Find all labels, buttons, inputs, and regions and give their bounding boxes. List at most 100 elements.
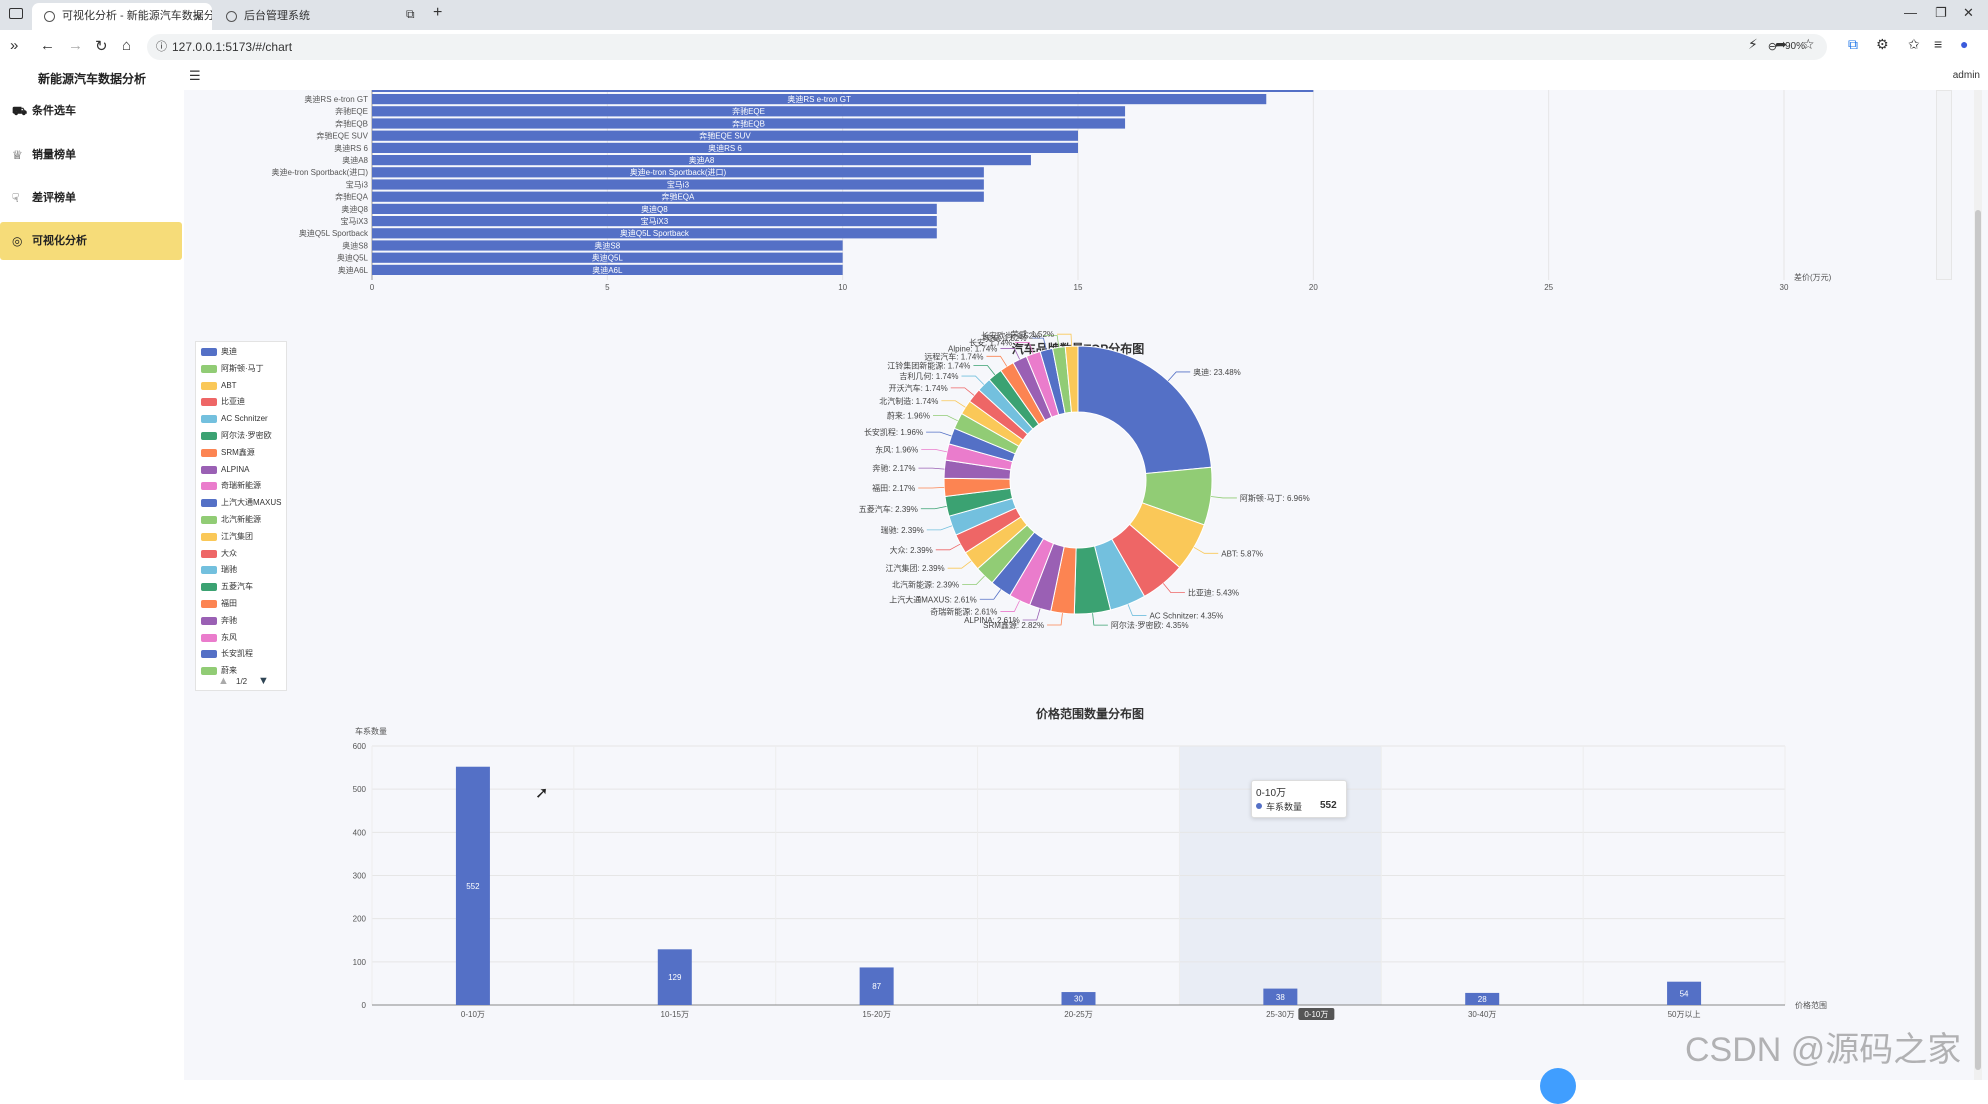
translate-icon[interactable]: ⧉ xyxy=(1848,36,1858,52)
slice-label: AC Schnitzer: 4.35% xyxy=(1149,611,1223,620)
label-line xyxy=(961,375,985,385)
legend-item[interactable]: 北汽新能源 xyxy=(201,514,261,526)
home-icon[interactable]: ⌂ xyxy=(122,37,132,54)
bar-label: 宝马i3 xyxy=(667,179,690,189)
sidebar-item-car-filter[interactable]: ⛟ 条件选车 xyxy=(0,92,182,130)
legend-item[interactable]: 长安凯程 xyxy=(201,648,253,660)
menu-icon[interactable]: ≡ xyxy=(1934,36,1943,52)
extensions-icon[interactable]: ⚙ xyxy=(1876,36,1889,52)
tick-label: 5 xyxy=(605,283,610,292)
favorite-icon[interactable]: ☆ xyxy=(1802,36,1815,52)
legend-item[interactable]: 奥迪 xyxy=(201,346,237,358)
bar-value-label: 28 xyxy=(1478,995,1487,1004)
legend-item[interactable]: SRM鑫源 xyxy=(201,447,255,459)
legend-item[interactable]: 比亚迪 xyxy=(201,396,245,408)
bar-value-label: 38 xyxy=(1276,993,1285,1002)
scrollbar-thumb[interactable] xyxy=(1975,210,1981,1070)
restore-icon[interactable]: ❐ xyxy=(1935,5,1947,20)
legend-item[interactable]: 阿斯顿·马丁 xyxy=(201,363,264,375)
legend-item[interactable]: AC Schnitzer xyxy=(201,413,268,425)
category-label: 10-15万 xyxy=(661,1010,689,1019)
tick-label: 10 xyxy=(838,283,847,292)
url-field[interactable]: ⓘ 127.0.0.1:5173/#/chart ⊖ 90% xyxy=(147,34,1827,60)
bar xyxy=(372,94,1267,105)
bar-label: 奥迪RS e-tron GT xyxy=(787,94,851,104)
globe-icon xyxy=(44,11,55,22)
menu-collapse-icon[interactable]: ☰ xyxy=(189,68,201,83)
slice-label: 福田: 2.17% xyxy=(872,484,915,493)
favorites-icon[interactable]: ✩ xyxy=(1908,36,1920,52)
bar-label: 奥迪RS 6 xyxy=(708,143,742,153)
legend-item[interactable]: 五菱汽车 xyxy=(201,581,253,593)
legend-swatch xyxy=(201,364,217,373)
bar xyxy=(657,949,692,1005)
bar xyxy=(372,155,1031,166)
bar-label: 奔驰EQB xyxy=(732,118,765,128)
browser-tab-bar: 可视化分析 - 新能源汽车数据分 × 后台管理系统 ⧉ + — ❐ ✕ xyxy=(0,0,1988,30)
legend-item[interactable]: 奇瑞新能源 xyxy=(201,480,261,492)
new-tab-button[interactable]: + xyxy=(433,4,443,21)
tab-chart[interactable]: 可视化分析 - 新能源汽车数据分 × xyxy=(32,3,212,30)
legend-swatch xyxy=(201,650,217,659)
label-line xyxy=(1127,604,1147,616)
user-name[interactable]: admin xyxy=(1952,70,1980,81)
bar-label: 奥迪Q5L Sportback xyxy=(620,228,690,238)
mini-scrollbar[interactable] xyxy=(1936,90,1952,280)
legend-item[interactable]: 福田 xyxy=(201,598,237,610)
share-icon[interactable]: ➦ xyxy=(1775,36,1787,52)
legend-label: 大众 xyxy=(221,548,237,558)
bar xyxy=(1667,981,1702,1005)
legend-swatch xyxy=(201,532,217,541)
legend-prev-icon[interactable]: ▲ xyxy=(218,675,229,687)
slice-label: 江铃集团新能源: 1.74% xyxy=(887,360,970,370)
legend-next-icon[interactable]: ▼ xyxy=(258,675,269,687)
slice-label: 埃安: 1.52% xyxy=(983,333,1026,343)
category-label: 奔驰EQA xyxy=(335,192,369,202)
slice-label: 阿尔法·罗密欧: 4.35% xyxy=(1111,620,1189,630)
slice-label: 远程汽车: 1.74% xyxy=(924,351,983,361)
legend-item[interactable]: 上汽大通MAXUS xyxy=(201,497,281,509)
legend-item[interactable]: 阿尔法·罗密欧 xyxy=(201,430,272,442)
legend-item[interactable]: 大众 xyxy=(201,548,237,560)
back-icon[interactable]: ← xyxy=(40,37,55,54)
expand-icon[interactable]: » xyxy=(10,37,19,54)
legend-item[interactable]: 东风 xyxy=(201,632,237,644)
car-icon: ⛟ xyxy=(12,104,28,118)
pie-legend[interactable]: 奥迪阿斯顿·马丁 ABT 比亚迪 AC Schnitzer 阿尔法·罗密欧 SRM鑫源 AL… xyxy=(195,341,287,691)
bar-label: 奥迪S8 xyxy=(594,240,620,250)
tick-label: 0 xyxy=(370,283,375,292)
sidebar-item-bad-reviews[interactable]: ☟ 差评榜单 xyxy=(0,179,182,217)
forward-icon[interactable]: → xyxy=(68,37,83,54)
legend-label: 蔚来 xyxy=(221,666,237,676)
category-label: 50万以上 xyxy=(1668,1010,1701,1019)
profile-icon[interactable]: ● xyxy=(1960,36,1969,52)
zoom-icon[interactable]: ⊖ xyxy=(1767,41,1777,53)
slice-label: 奔驰: 2.17% xyxy=(872,463,915,473)
legend-swatch xyxy=(201,667,217,676)
label-line xyxy=(918,467,945,470)
legend-item[interactable]: ALPINA xyxy=(201,464,249,476)
sidebar-item-sales-ranking[interactable]: ♕ 销量榜单 xyxy=(0,136,182,174)
sidebar-toggle-icon[interactable] xyxy=(9,8,23,19)
legend-item[interactable]: 江汽集团 xyxy=(201,531,253,543)
sidebar-item-visual-analysis[interactable]: ◎ 可视化分析 xyxy=(0,222,182,260)
tab-title: 后台管理系统 xyxy=(244,10,310,22)
floating-action-button[interactable] xyxy=(1540,1068,1576,1104)
bar xyxy=(372,228,937,239)
tab-actions-icon[interactable]: ⧉ xyxy=(406,7,415,21)
category-label: 宝马iX3 xyxy=(340,216,368,226)
legend-item[interactable]: 瑞驰 xyxy=(201,564,237,576)
minimize-icon[interactable]: — xyxy=(1904,5,1917,20)
legend-item[interactable]: 蔚来 xyxy=(201,665,237,677)
tab-admin[interactable]: 后台管理系统 xyxy=(214,3,394,30)
header-bar: ☰ admin xyxy=(184,64,1988,90)
performance-icon[interactable]: ⚡ xyxy=(1748,36,1758,52)
label-line xyxy=(1193,546,1219,554)
reload-icon[interactable]: ↻ xyxy=(95,38,108,55)
legend-item[interactable]: ABT xyxy=(201,380,237,392)
legend-page: 1/2 xyxy=(236,677,248,686)
category-label: 25-30万 xyxy=(1266,1010,1294,1019)
legend-item[interactable]: 奔驰 xyxy=(201,615,237,627)
close-tab-icon[interactable]: × xyxy=(194,9,202,24)
close-window-icon[interactable]: ✕ xyxy=(1963,5,1974,20)
